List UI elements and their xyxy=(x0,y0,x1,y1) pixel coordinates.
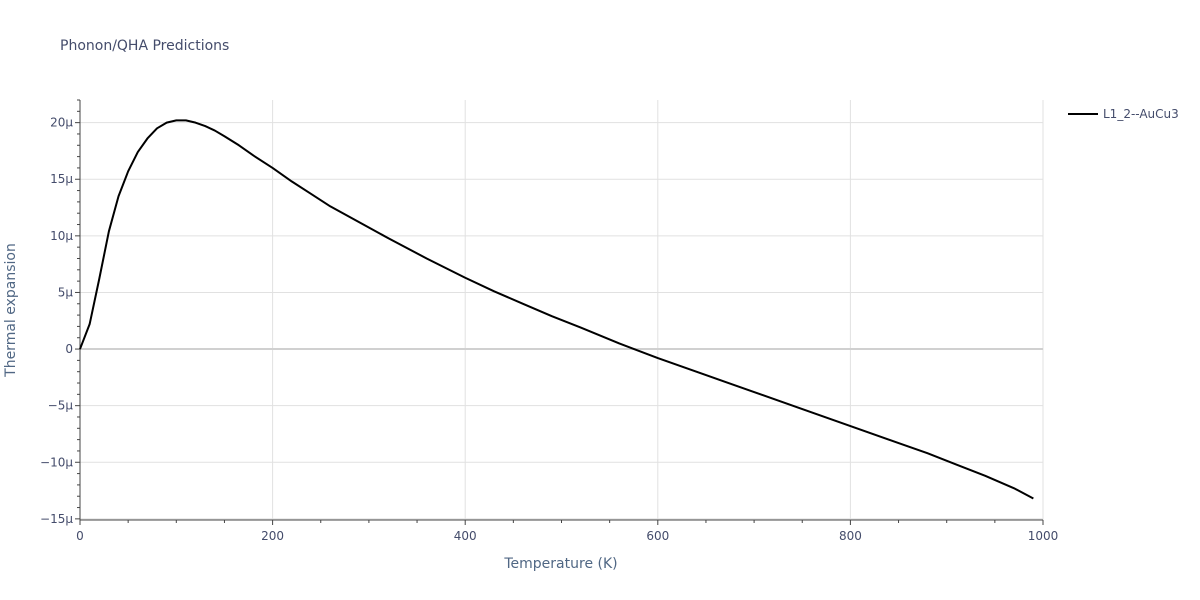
axes xyxy=(79,100,1043,521)
x-tick-label: 400 xyxy=(454,529,477,543)
y-tick-label: −5μ xyxy=(48,399,74,413)
grid xyxy=(80,100,1044,520)
x-tick-label: 600 xyxy=(646,529,669,543)
legend-label-series-0: L1_2--AuCu3 xyxy=(1103,107,1179,121)
x-tick-label: 0 xyxy=(76,529,84,543)
y-tick-label: 20μ xyxy=(50,116,73,130)
y-tick-label: −15μ xyxy=(40,512,73,526)
y-tick-label: 5μ xyxy=(58,285,74,299)
y-axis-ticks: −15μ −10μ −5μ 0 5μ 10μ 15μ 20μ xyxy=(40,99,80,526)
plot-series xyxy=(79,119,1034,500)
x-tick-label: 800 xyxy=(839,529,862,543)
y-tick-label: 0 xyxy=(65,342,73,356)
y-tick-label: −10μ xyxy=(40,455,73,469)
legend[interactable]: L1_2--AuCu3 xyxy=(1068,107,1179,121)
y-tick-label: 15μ xyxy=(50,172,73,186)
x-tick-label: 200 xyxy=(261,529,284,543)
x-axis-title: Temperature (K) xyxy=(503,556,617,572)
y-axis-title: Thermal expansion xyxy=(3,243,19,378)
x-axis-ticks: 0 200 400 600 800 1000 xyxy=(76,520,1058,543)
y-tick-label: 10μ xyxy=(50,229,73,243)
x-tick-label: 1000 xyxy=(1028,529,1059,543)
chart-title: Phonon/QHA Predictions xyxy=(60,38,229,54)
series-line-0 xyxy=(79,119,1034,500)
